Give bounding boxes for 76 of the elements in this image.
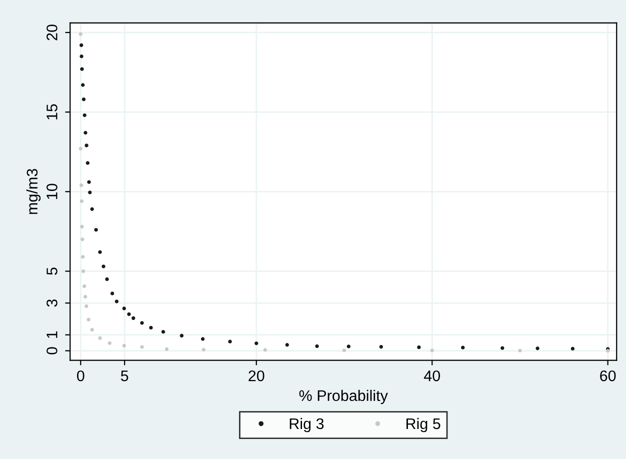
x-tick-label: 0 bbox=[77, 370, 84, 382]
point bbox=[122, 306, 126, 310]
point bbox=[80, 43, 84, 48]
x-tick-label: 60 bbox=[600, 370, 616, 382]
point bbox=[88, 190, 92, 194]
point bbox=[78, 146, 82, 151]
point bbox=[228, 340, 232, 344]
point bbox=[84, 130, 88, 135]
point bbox=[500, 346, 504, 350]
y-tick-label: 10 bbox=[46, 184, 58, 199]
point bbox=[200, 337, 205, 341]
point bbox=[90, 207, 94, 211]
point bbox=[80, 199, 84, 204]
point bbox=[570, 346, 575, 351]
y-tick-label: 5 bbox=[46, 268, 58, 275]
point bbox=[127, 312, 131, 316]
point bbox=[98, 250, 102, 254]
point bbox=[518, 348, 522, 352]
point bbox=[140, 345, 144, 349]
point bbox=[81, 83, 85, 87]
point bbox=[80, 238, 84, 242]
point bbox=[114, 300, 119, 304]
x-tick-label: 5 bbox=[120, 370, 128, 382]
y-tick-label: 1 bbox=[46, 331, 58, 338]
point bbox=[202, 348, 206, 352]
point bbox=[82, 284, 86, 288]
point bbox=[417, 345, 421, 350]
point bbox=[84, 144, 88, 148]
y-axis-title: mg/m3 bbox=[26, 168, 41, 214]
point bbox=[461, 346, 465, 350]
point bbox=[122, 344, 126, 348]
y-tick-label: 20 bbox=[46, 24, 58, 40]
point bbox=[86, 161, 90, 165]
y-tick-label: 0 bbox=[46, 347, 58, 354]
point bbox=[82, 97, 86, 102]
point bbox=[149, 326, 153, 330]
point bbox=[132, 316, 136, 320]
legend-label: Rig 5 bbox=[406, 418, 440, 432]
point bbox=[346, 344, 350, 348]
point bbox=[83, 294, 88, 298]
point bbox=[80, 183, 84, 188]
x-axis-title: % Probability bbox=[299, 390, 388, 404]
point bbox=[161, 330, 166, 334]
point bbox=[81, 255, 85, 259]
point bbox=[80, 54, 84, 58]
point bbox=[94, 228, 98, 232]
point bbox=[379, 344, 383, 349]
point bbox=[82, 113, 86, 118]
point bbox=[102, 264, 106, 268]
point bbox=[430, 348, 434, 352]
point bbox=[98, 336, 102, 340]
x-tick-label: 20 bbox=[248, 370, 264, 382]
point bbox=[108, 341, 112, 345]
point bbox=[110, 292, 114, 296]
y-tick-label: 3 bbox=[46, 299, 58, 307]
point bbox=[81, 269, 86, 274]
point bbox=[87, 180, 91, 184]
point bbox=[90, 328, 94, 332]
point bbox=[84, 304, 88, 308]
point bbox=[536, 346, 540, 350]
legend-label: Rig 3 bbox=[290, 418, 324, 432]
x-tick-label: 40 bbox=[424, 370, 440, 382]
point bbox=[164, 347, 169, 352]
point bbox=[315, 344, 319, 348]
point bbox=[180, 334, 184, 338]
point bbox=[140, 321, 144, 325]
y-tick-label: 15 bbox=[46, 104, 58, 120]
point bbox=[80, 224, 84, 228]
point bbox=[80, 67, 84, 71]
point bbox=[263, 348, 267, 352]
point bbox=[285, 343, 289, 347]
point bbox=[342, 348, 346, 352]
point bbox=[254, 341, 258, 346]
point bbox=[78, 32, 82, 36]
point bbox=[105, 277, 109, 281]
point bbox=[86, 318, 90, 322]
